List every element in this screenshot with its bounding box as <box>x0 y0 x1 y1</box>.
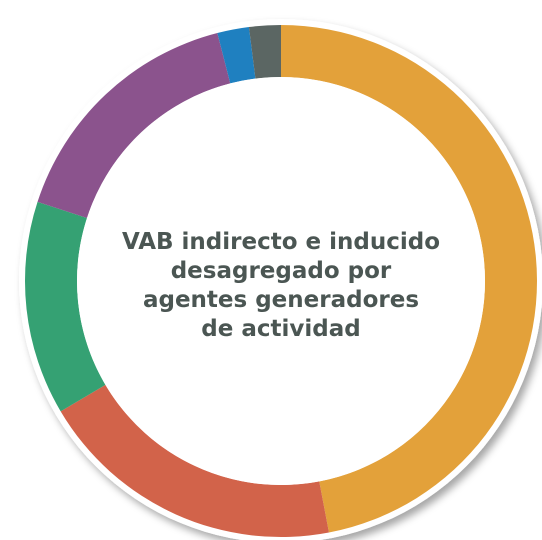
title-line: desagregado por <box>171 258 392 284</box>
title-line: agentes generadores <box>143 287 419 313</box>
segment <box>25 201 106 412</box>
segment <box>60 384 329 537</box>
title-line: VAB indirecto e inducido <box>122 229 440 255</box>
title-line: de actividad <box>201 316 360 342</box>
segment <box>281 25 537 533</box>
segments <box>25 25 537 537</box>
title: VAB indirecto e inducido desagregado por a… <box>122 229 440 342</box>
segment <box>37 33 231 218</box>
donut-hole <box>77 77 485 485</box>
segment <box>248 25 281 79</box>
segment <box>217 27 256 84</box>
